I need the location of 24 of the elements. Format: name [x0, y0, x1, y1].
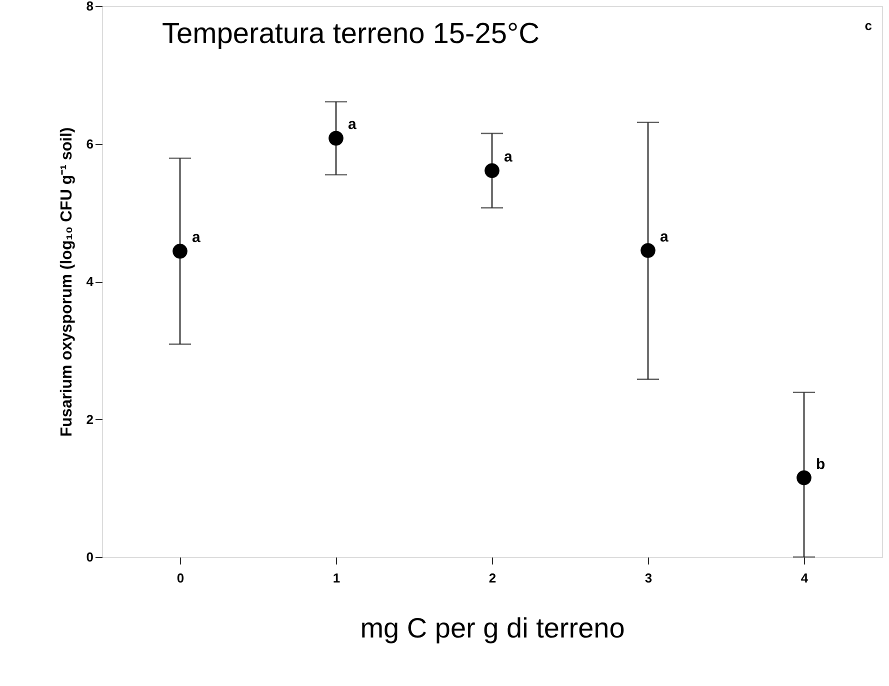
- y-tick-label: 6: [86, 136, 94, 152]
- point: [640, 243, 656, 258]
- point: [484, 163, 500, 178]
- x-tick-label: 0: [176, 570, 184, 586]
- point: [328, 130, 344, 146]
- x-tick-label: 3: [644, 570, 652, 586]
- x-tick-label: 1: [332, 570, 340, 586]
- x-tick-label: 4: [800, 570, 809, 586]
- y-tick-label: 0: [86, 550, 94, 564]
- y-axis-title: Fusarium oxysporum (log₁₀ CFU g⁻¹ soil): [58, 127, 76, 437]
- y-tick-label: 2: [86, 412, 94, 427]
- chart-title: Temperatura terreno 15-25°C: [162, 18, 540, 50]
- annotation: a: [192, 229, 201, 246]
- annotation: a: [348, 116, 357, 134]
- y-tick-label: 8: [86, 0, 94, 14]
- x-axis-title: mg C per g di terreno: [360, 612, 625, 644]
- point: [172, 244, 188, 259]
- annotation: a: [504, 148, 513, 166]
- y-tick-label: 4: [86, 274, 94, 289]
- annotation: a: [660, 228, 669, 246]
- point: [796, 470, 812, 486]
- annotation: b: [816, 456, 826, 473]
- annotation: c: [864, 18, 872, 33]
- x-tick-label: 2: [488, 570, 496, 586]
